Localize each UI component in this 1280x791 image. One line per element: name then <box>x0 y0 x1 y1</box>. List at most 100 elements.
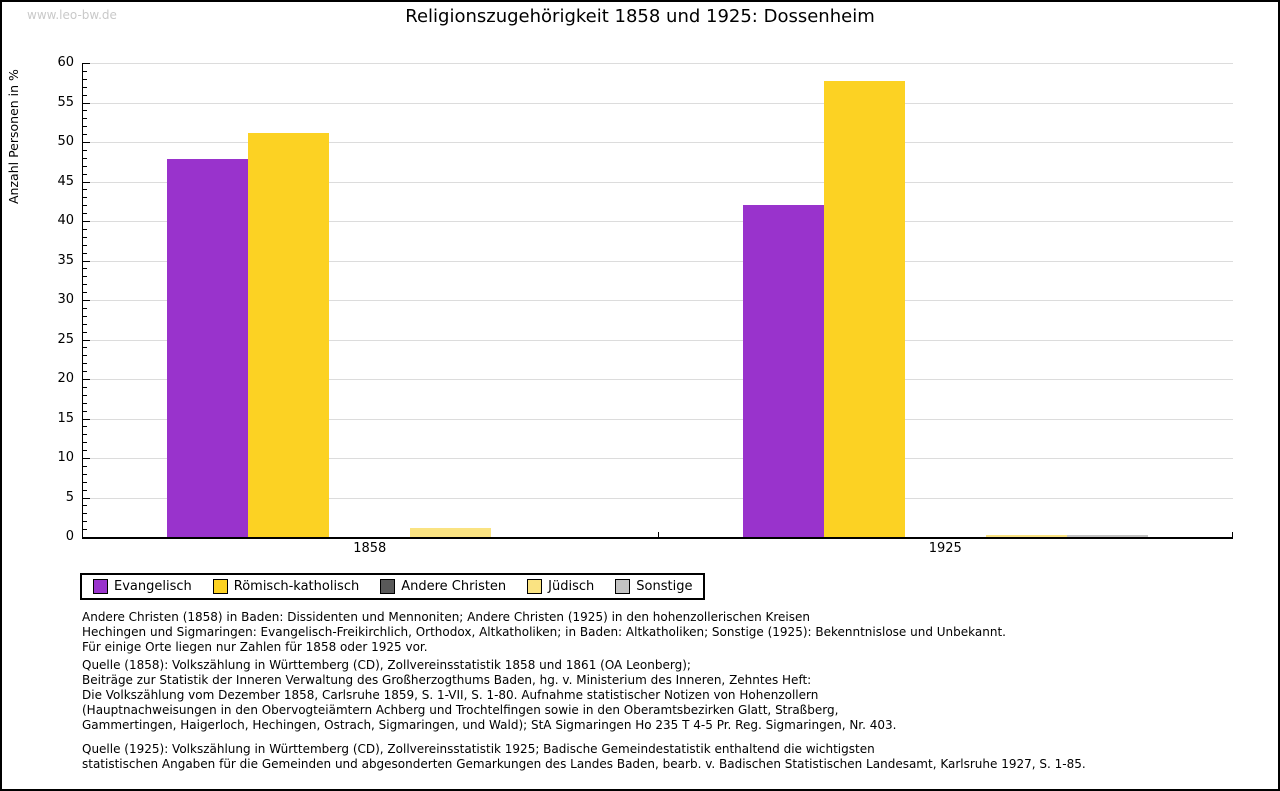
legend-label-evangelisch: Evangelisch <box>114 579 192 594</box>
y-tick-label-20: 20 <box>57 371 74 386</box>
footnote-line-2-2: Beiträge zur Statistik der Inneren Verwa… <box>82 673 812 687</box>
footnote-line-3-1: Quelle (1925): Volkszählung in Württembe… <box>82 742 875 756</box>
y-minor-tick-38 <box>83 236 87 238</box>
y-minor-tick-53 <box>83 118 87 120</box>
y-minor-tick-47 <box>83 165 87 167</box>
y-minor-tick-4 <box>83 505 87 507</box>
footnote-line-2-3: Die Volkszählung vom Dezember 1858, Carl… <box>82 688 819 702</box>
footnote-line-1-3: Für einige Orte liegen nur Zahlen für 18… <box>82 640 428 654</box>
y-minor-tick-22 <box>83 363 87 365</box>
y-tick-label-0: 0 <box>65 529 74 544</box>
legend-item-andere-christen: Andere Christen <box>380 579 506 594</box>
y-tick-label-40: 40 <box>57 213 74 228</box>
footnote-line-2-1: Quelle (1858): Volkszählung in Württembe… <box>82 658 691 672</box>
y-minor-tick-34 <box>83 268 87 270</box>
y-minor-tick-14 <box>83 426 87 428</box>
y-minor-tick-52 <box>83 126 87 128</box>
y-minor-tick-12 <box>83 442 87 444</box>
footnote-block-definitions: Andere Christen (1858) in Baden: Disside… <box>82 610 1258 655</box>
y-minor-tick-17 <box>83 402 87 404</box>
y-major-tick-45 <box>83 181 90 183</box>
gridline-35 <box>82 260 1233 262</box>
y-minor-tick-9 <box>83 465 87 467</box>
y-minor-tick-37 <box>83 244 87 246</box>
gridline-20 <box>82 379 1233 380</box>
y-minor-tick-8 <box>83 473 87 475</box>
legend-swatch-evangelisch <box>93 579 108 594</box>
y-tick-label-15: 15 <box>57 410 74 426</box>
y-minor-tick-32 <box>83 284 87 286</box>
y-tick-label-60: 60 <box>57 55 74 70</box>
y-tick-label-55: 55 <box>57 94 74 110</box>
bar-evangelisch-1858 <box>167 159 249 537</box>
plot-area: 0 5 10 15 20 25 30 35 40 45 50 55 60 1858 1925 <box>2 2 1278 562</box>
y-minor-tick-23 <box>83 355 87 357</box>
y-minor-tick-28 <box>83 315 87 317</box>
legend-item-r-misch-katholisch: Römisch-katholisch <box>212 579 360 594</box>
y-tick-label-45: 45 <box>57 173 74 189</box>
y-minor-tick-24 <box>83 347 87 349</box>
y-minor-tick-19 <box>83 386 87 388</box>
y-minor-tick-56 <box>83 94 87 96</box>
legend-item-evangelisch: Evangelisch <box>93 579 192 594</box>
gridline-60 <box>82 63 1233 64</box>
legend-item-sonstige: Sonstige <box>615 579 692 594</box>
y-minor-tick-26 <box>83 331 87 333</box>
y-minor-tick-33 <box>83 276 87 278</box>
y-tick-label-35: 35 <box>57 252 74 268</box>
y-minor-tick-13 <box>83 434 87 436</box>
y-minor-tick-42 <box>83 205 87 207</box>
gridline-30 <box>82 300 1233 301</box>
y-tick-label-10: 10 <box>57 450 74 465</box>
y-minor-tick-48 <box>83 157 87 159</box>
y-minor-tick-57 <box>83 86 87 88</box>
footnote-line-2-4: (Hauptnachweisungen in den Obervogteiämt… <box>82 703 839 717</box>
y-minor-tick-11 <box>83 450 87 452</box>
legend-label-j-disch: Jüdisch <box>548 579 595 594</box>
legend-item-j-disch: Jüdisch <box>527 579 594 594</box>
y-major-tick-30 <box>83 300 90 301</box>
legend-label-andere-christen: Andere Christen <box>401 579 507 594</box>
gridline-15 <box>82 418 1233 420</box>
y-minor-tick-3 <box>83 513 87 515</box>
y-minor-tick-44 <box>83 189 87 191</box>
y-minor-tick-43 <box>83 197 87 199</box>
y-major-tick-25 <box>83 339 90 341</box>
y-minor-tick-59 <box>83 70 87 72</box>
gridline-25 <box>82 339 1233 341</box>
bar-sonstige-1925 <box>1066 534 1148 537</box>
y-major-tick-5 <box>83 497 90 499</box>
y-major-tick-50 <box>83 142 90 143</box>
legend-swatch-sonstige <box>615 579 631 594</box>
y-minor-tick-16 <box>83 410 87 412</box>
y-tick-label-25: 25 <box>57 331 74 347</box>
y-minor-tick-7 <box>83 481 87 483</box>
footnote-line-1-2: Hechingen und Sigmaringen: Evangelisch-F… <box>82 625 1006 639</box>
chart-title: Religionszugehörigkeit 1858 und 1925: Do… <box>405 6 875 27</box>
bar-evangelisch-1925 <box>742 205 824 537</box>
y-minor-tick-49 <box>83 149 87 151</box>
y-tick-label-5: 5 <box>65 489 74 505</box>
footnote-line-3-2: statistischen Angaben für die Gemeinden … <box>82 757 1086 771</box>
y-minor-tick-58 <box>83 78 87 80</box>
y-minor-tick-21 <box>83 371 87 373</box>
y-minor-tick-54 <box>83 110 87 112</box>
footnote-line-1-1: Andere Christen (1858) in Baden: Disside… <box>82 610 810 624</box>
x-tick-2 <box>1232 532 1233 537</box>
y-minor-tick-27 <box>83 323 87 325</box>
footnote-line-2-5: Gammertingen, Haigerloch, Hechingen, Ost… <box>82 718 897 732</box>
y-major-tick-15 <box>83 418 90 420</box>
y-minor-tick-36 <box>83 252 87 254</box>
y-tick-label-30: 30 <box>57 292 74 307</box>
legend-swatch-andere-christen <box>380 579 396 594</box>
legend-label-r-misch-katholisch: Römisch-katholisch <box>233 579 360 594</box>
x-category-label-1925: 1925 <box>928 541 962 556</box>
y-minor-tick-31 <box>83 292 87 294</box>
x-axis-line <box>82 537 1233 539</box>
footnote-block-source-1925: Quelle (1925): Volkszählung in Württembe… <box>82 742 1258 772</box>
y-major-tick-10 <box>83 458 90 459</box>
bar-r-misch-katholisch-1925 <box>823 81 905 537</box>
y-minor-tick-39 <box>83 228 87 230</box>
legend-label-sonstige: Sonstige <box>636 579 693 594</box>
